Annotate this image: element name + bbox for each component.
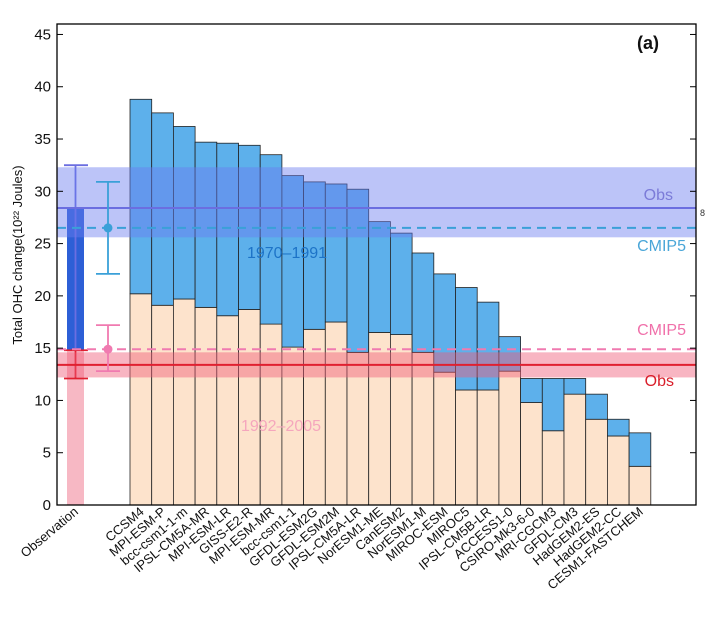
- y-tick-label-4: 20: [34, 288, 51, 305]
- bar-1970-1991-23: [628, 432, 652, 467]
- bar-1970-1991-22: [607, 418, 630, 437]
- y-tick-label-5: 25: [34, 236, 51, 253]
- bar-1992-2005-23: [628, 465, 652, 506]
- bar-1992-2005-22: [607, 435, 630, 506]
- bar-1970-1991-12: [389, 232, 413, 335]
- bar-1992-2005-5: [238, 309, 261, 506]
- bar-1992-2005-2: [172, 298, 196, 506]
- y-tick-label-7: 35: [34, 131, 51, 148]
- bar-1992-2005-4: [216, 315, 239, 506]
- stray-mark: 8: [700, 208, 705, 218]
- panel-label: (a): [637, 33, 659, 53]
- bar-1970-1991-20: [563, 378, 587, 395]
- cmip5-error-lower-dot: [103, 344, 113, 354]
- bar-1992-2005-16: [476, 389, 500, 506]
- y-tick-label-1: 5: [43, 445, 51, 462]
- bar-1992-2005-1: [151, 304, 174, 506]
- obs-band-upper: [57, 167, 696, 238]
- bar-1970-1991-18: [520, 378, 543, 403]
- bar-1992-2005-14: [433, 371, 456, 506]
- reference-lines: [57, 167, 696, 378]
- plot-frame: [56, 23, 697, 506]
- bar-1970-1991-17: [498, 336, 521, 372]
- y-tick-label-3: 15: [34, 340, 51, 357]
- bar-1992-2005-18: [520, 402, 543, 506]
- bar-1992-2005-20: [563, 393, 587, 506]
- obs-label-upper: Obs: [644, 187, 673, 204]
- observation-group: [64, 164, 88, 505]
- bar-1992-2005-21: [585, 418, 608, 506]
- bar-1992-2005-15: [455, 389, 478, 506]
- bars-group: [129, 98, 652, 506]
- bar-1970-1991-13: [411, 252, 435, 353]
- cmip5-label-lower: CMIP5: [637, 322, 686, 339]
- bar-1970-1991-19: [541, 378, 565, 432]
- y-tick-label-0: 0: [43, 497, 51, 514]
- observation-bar-lower: [67, 350, 84, 505]
- bar-1992-2005-3: [194, 306, 218, 506]
- y-axis-ticks: 0 5 10 15 20 25 30 35 40 45: [34, 26, 696, 514]
- y-axis-label: Total OHC change(10²² Joules): [10, 165, 25, 344]
- error-bars: [96, 180, 120, 373]
- bar-1992-2005-6: [259, 323, 283, 506]
- bar-1992-2005-0: [129, 293, 153, 506]
- y-tick-label-8: 40: [34, 79, 51, 96]
- cmip5-label-upper: CMIP5: [637, 238, 686, 255]
- obs-label-lower: Obs: [645, 373, 674, 390]
- bar-1992-2005-19: [541, 430, 565, 506]
- bar-1970-1991-21: [585, 393, 608, 420]
- x-axis-labels: CCSM4MPI-ESM-Pbcc-csm1-1-mIPSL-CM5A-MRMP…: [18, 504, 646, 593]
- bar-1992-2005-17: [498, 370, 521, 506]
- cmip5-error-upper-dot: [103, 223, 113, 233]
- y-tick-label-6: 30: [34, 183, 51, 200]
- y-tick-label-2: 10: [34, 392, 51, 409]
- y-tick-label-9: 45: [34, 26, 51, 43]
- annotation-1970-1991: 1970–1991: [247, 245, 327, 262]
- annotation-1992-2005: 1992–2005: [241, 418, 321, 435]
- bar-1970-1991-11: [368, 221, 391, 333]
